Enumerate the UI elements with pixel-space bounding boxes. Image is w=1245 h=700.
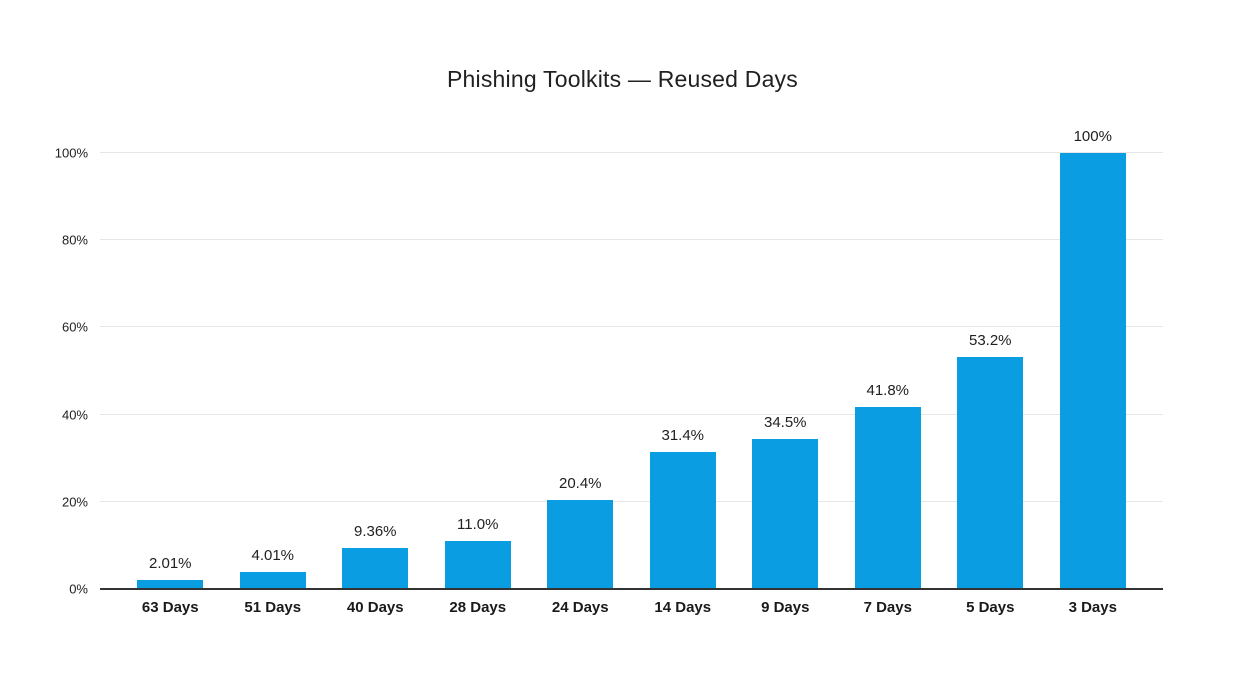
bar[interactable]	[547, 500, 614, 589]
y-axis-tick-label: 100%	[54, 145, 88, 161]
bar-value-label: 4.01%	[251, 546, 295, 564]
bar[interactable]	[239, 571, 306, 589]
y-axis-tick-label: 0%	[69, 581, 88, 597]
bar-value-label: 31.4%	[661, 427, 705, 445]
y-axis-tick-label: 20%	[61, 494, 88, 510]
gridline	[100, 413, 1163, 415]
bar-value-label: 41.8%	[866, 381, 910, 399]
bar[interactable]	[444, 541, 511, 589]
bar-column: 9.36% 40 Days	[324, 153, 427, 616]
bar-value-label: 34.5%	[763, 413, 807, 431]
bar[interactable]	[137, 580, 204, 589]
bar[interactable]	[1059, 153, 1126, 589]
bar-column: 53.2% 5 Days	[939, 153, 1042, 616]
bar-value-label: 53.2%	[968, 332, 1012, 350]
x-axis-category-label: 14 Days	[654, 599, 712, 616]
y-axis-tick-label: 80%	[61, 232, 88, 248]
gridline	[100, 152, 1163, 153]
chart-title: Phishing Toolkits — Reused Days	[447, 66, 798, 92]
bar-value-label: 100%	[1073, 128, 1112, 145]
bar[interactable]	[342, 548, 409, 589]
bar-column: 11.0% 28 Days	[427, 153, 530, 616]
bar-column: 31.4% 14 Days	[632, 153, 735, 616]
x-axis-category-label: 5 Days	[966, 599, 1015, 616]
x-axis-category-label: 24 Days	[551, 599, 609, 616]
bar-column: 2.01% 63 Days	[119, 153, 222, 616]
y-axis-tick-label: 60%	[61, 319, 88, 335]
gridline	[100, 239, 1163, 241]
bar[interactable]	[649, 452, 716, 589]
x-axis-category-label: 7 Days	[863, 599, 912, 616]
x-axis-category-label: 51 Days	[244, 599, 302, 616]
y-axis-tick-label: 40%	[61, 407, 88, 423]
x-axis-category-label: 28 Days	[449, 599, 507, 616]
bar[interactable]	[752, 438, 819, 589]
bar-value-label: 9.36%	[353, 523, 397, 541]
bar-column: 4.01% 51 Days	[222, 153, 325, 616]
bars-region: 2.01% 63 Days 4.01% 51 Days 9.36% 40 Days 11.0…	[119, 128, 1145, 616]
gridline	[100, 326, 1163, 328]
bar-value-label: 2.01%	[148, 555, 192, 573]
bar-column: 20.4% 24 Days	[529, 153, 632, 616]
x-axis-line	[100, 588, 1163, 590]
x-axis-category-label: 9 Days	[761, 599, 810, 616]
bar-column: 100% 3 Days	[1042, 128, 1145, 616]
plot-area: 0% 20% 40% 60% 80% 100% 2.01% 63 Days 4.01% 51 D…	[55, 128, 1163, 616]
bar-value-label: 20.4%	[558, 475, 602, 493]
bar[interactable]	[957, 357, 1024, 589]
bar[interactable]	[854, 406, 921, 589]
x-axis-category-label: 63 Days	[141, 599, 199, 616]
bar-value-label: 11.0%	[457, 516, 499, 534]
x-axis-category-label: 40 Days	[346, 599, 404, 616]
bar-column: 34.5% 9 Days	[734, 153, 837, 616]
gridline	[100, 500, 1163, 502]
x-axis-category-label: 3 Days	[1068, 599, 1117, 616]
bar-column: 41.8% 7 Days	[837, 153, 940, 616]
